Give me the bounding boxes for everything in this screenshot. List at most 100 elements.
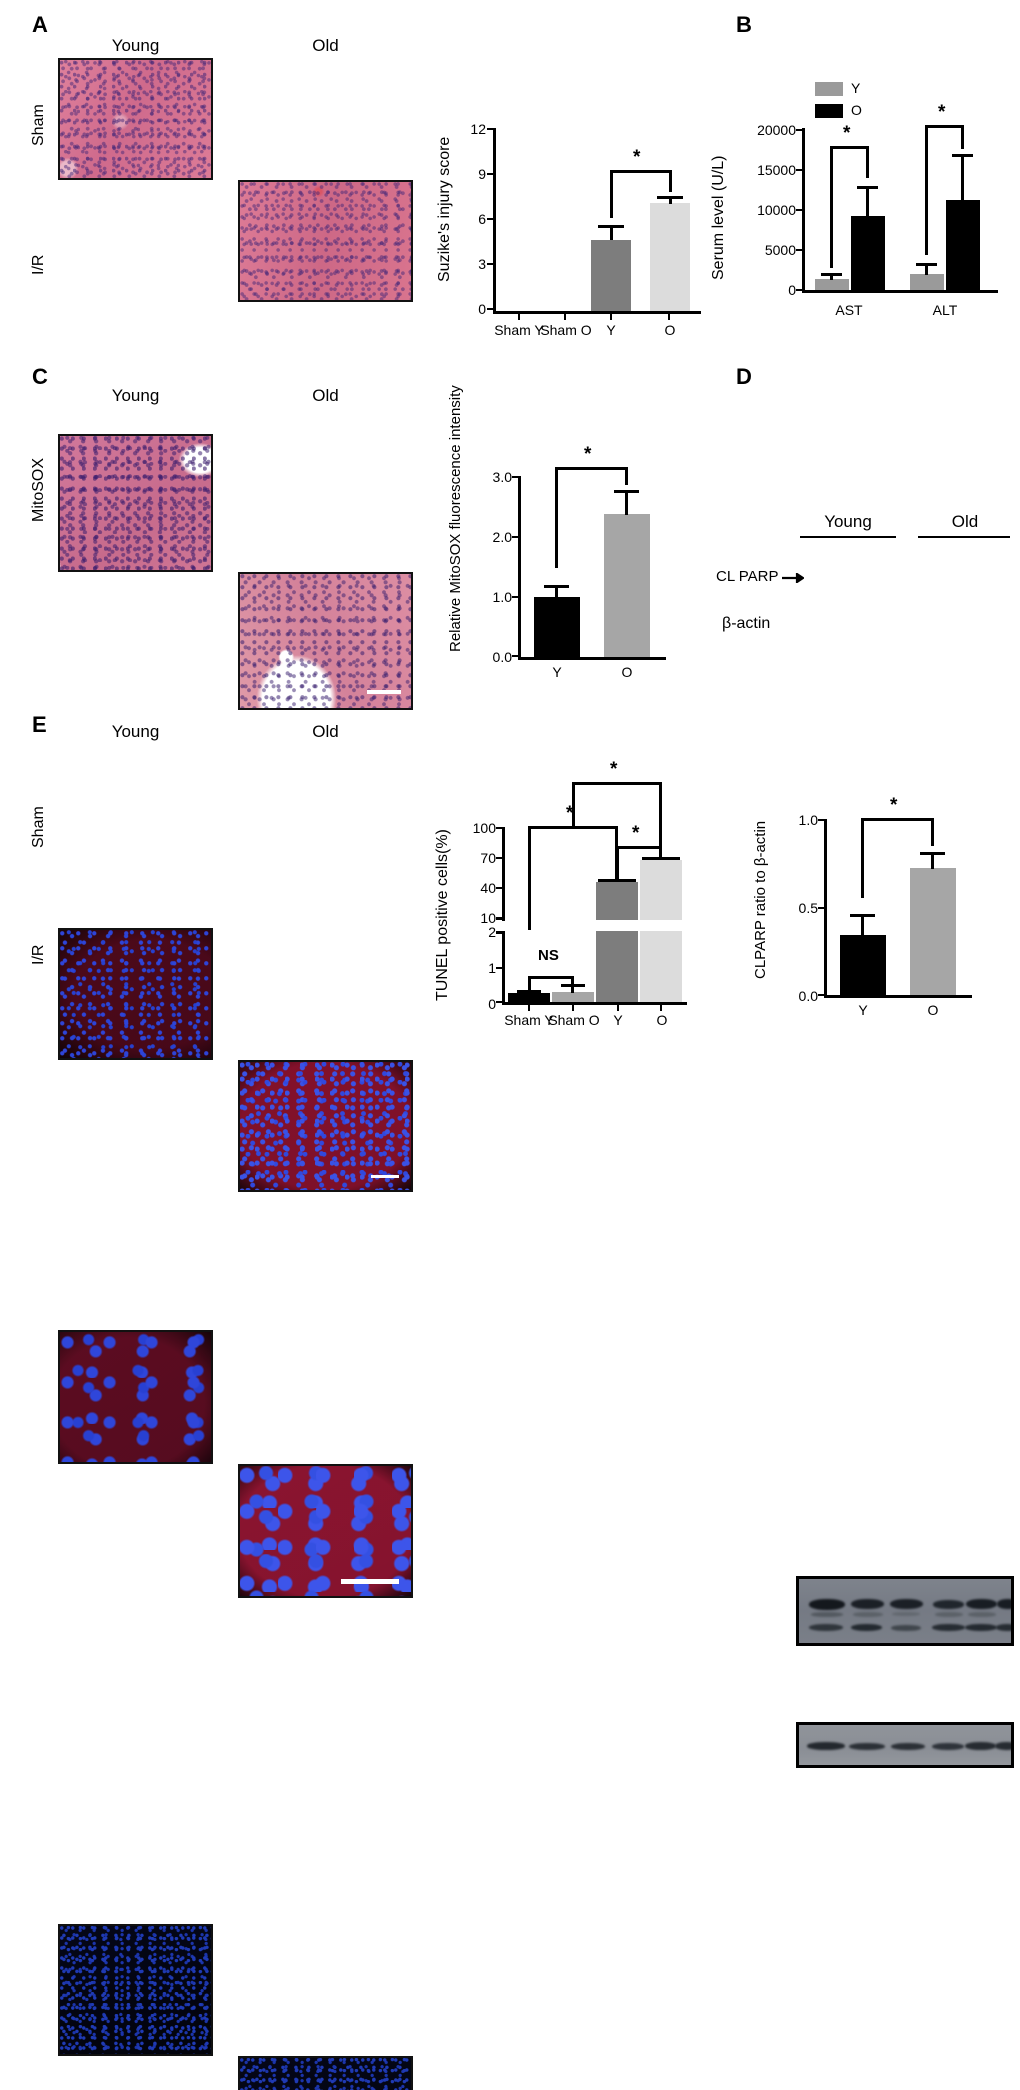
tick-mark: [818, 994, 824, 996]
panel-a-errorbar-o: [669, 196, 672, 204]
panel-e-image-sham-young: [58, 1924, 213, 2056]
panel-c-image-mitosox-young-low: [58, 928, 213, 1060]
tick-mark: [496, 917, 502, 920]
panel-e-y-axis-upper: [502, 827, 505, 921]
panel-e-xtick-o: O: [656, 1012, 668, 1028]
panel-e-y-axis-lower: [502, 931, 505, 1004]
panel-b-bar-ast-y: [815, 279, 849, 290]
panel-letter-d: D: [736, 364, 752, 389]
panel-letter-a: A: [32, 12, 48, 37]
tick-mark: [487, 308, 493, 310]
panel-e-ytick-100: 100: [472, 820, 496, 836]
panel-e-bar-sham-o: [552, 992, 594, 1002]
panel-a-y-axis-line: [493, 128, 496, 314]
panel-d-ytick-0: 0.0: [798, 988, 818, 1004]
panel-d-xtick-o: O: [927, 1002, 939, 1018]
panel-b-legend-swatch-y: [815, 82, 843, 96]
panel-d-group-header-old: Old: [951, 512, 979, 531]
panel-b-xtick-ast: AST: [835, 302, 863, 318]
tick-mark: [518, 314, 520, 320]
panel-e-bar-o-upper: [640, 860, 682, 920]
panel-e-ytick-1: 1: [488, 960, 496, 976]
tick-mark: [572, 1005, 574, 1011]
panel-d-xtick-y: Y: [858, 1002, 868, 1018]
panel-e-bar-y-lower: [596, 931, 638, 1002]
tick-mark: [610, 314, 612, 320]
panel-c-ytick-1: 1.0: [492, 589, 512, 605]
bracket-arm: [616, 846, 619, 880]
panel-d-bar-o: [910, 868, 956, 995]
bracket-arm: [625, 467, 628, 485]
panel-e-bar-sham-y: [508, 993, 550, 1002]
panel-e-errorbar-o: [642, 857, 680, 860]
panel-c-errorbar-y: [555, 585, 558, 598]
tick-mark: [796, 289, 802, 291]
panel-e-errorbar-sham-o: [571, 984, 574, 993]
panel-e-chart: TUNEL positive cells(%) 100 70 40 10 2 1…: [432, 752, 732, 1032]
panel-e-ytick-70: 70: [480, 850, 496, 866]
tick-mark: [617, 1005, 619, 1011]
panel-e-xtick-sham-y: Sham Y: [504, 1012, 554, 1028]
panel-e-ns-label: NS: [538, 947, 559, 964]
bracket-arm: [931, 818, 934, 846]
panel-d-header-rule-old: [918, 536, 1010, 538]
panel-e-significance-star-3: *: [632, 823, 640, 844]
panel-a-sig-bracket: [610, 170, 672, 173]
panel-b-xtick-alt: ALT: [932, 302, 958, 318]
tick-mark: [564, 314, 566, 320]
tick-mark: [512, 476, 518, 478]
panel-a-bar-o: [650, 203, 690, 311]
tick-mark: [487, 218, 493, 220]
panel-d-chart: CLPARP ratio to β-actin 1.0 0.5 0.0 * Y …: [752, 790, 1002, 1030]
panel-c-x-axis-line: [518, 657, 666, 660]
panel-a-errorbar-y: [610, 225, 613, 240]
panel-e-row-label-ir: I/R: [30, 944, 47, 966]
panel-d-ytick-0-5: 0.5: [798, 900, 818, 916]
panel-c-chart: Relative MitoSOX fluorescence intensity …: [446, 385, 696, 680]
panel-a-ytick-6: 6: [478, 211, 486, 227]
panel-b-ytick-15000: 15000: [757, 162, 796, 178]
panel-c-y-axis-title: Relative MitoSOX fluorescence intensity: [447, 385, 464, 652]
panel-e-significance-star-2: *: [610, 759, 618, 780]
panel-a-significance-star: *: [633, 147, 641, 168]
panel-letter-b: B: [736, 12, 752, 37]
panel-b-chart: Y O Serum level (U/L) 20000 15000 10000 …: [710, 60, 1014, 340]
panel-a-x-axis-line: [493, 311, 701, 314]
tick-mark: [496, 857, 502, 859]
bracket-arm: [528, 826, 531, 930]
bracket-arm: [866, 146, 869, 178]
panel-a-image-ir-old: [238, 572, 413, 710]
panel-e-significance-star-1: *: [566, 803, 574, 824]
tick-mark: [487, 128, 493, 130]
tick-mark: [487, 173, 493, 175]
panel-c-sig-bracket: [555, 467, 628, 470]
tick-mark: [796, 249, 802, 251]
panel-d-bar-y: [840, 935, 886, 995]
errorbar-cap: [920, 852, 945, 855]
panel-d-y-axis-title: CLPARP ratio to β-actin: [752, 820, 769, 980]
panel-d-errorbar-o: [931, 852, 934, 869]
panel-c-ytick-2: 2.0: [492, 529, 512, 545]
bracket-arm: [571, 976, 574, 988]
panel-a-ytick-9: 9: [478, 166, 486, 182]
panel-b-bar-ast-o: [851, 216, 885, 290]
panel-b-significance-star-ast: *: [843, 123, 851, 144]
panel-e-ytick-10: 10: [480, 910, 496, 926]
bracket-arm: [528, 976, 531, 994]
panel-e-sig-bracket-shamy-y: [528, 826, 618, 829]
panel-a-ytick-3: 3: [478, 256, 486, 272]
panel-e-y-axis-title: TUNEL positive cells(%): [434, 829, 451, 1001]
errorbar-cap: [614, 490, 639, 493]
bracket-arm: [861, 818, 864, 898]
tick-mark: [796, 209, 802, 211]
tick-mark: [818, 819, 824, 821]
panel-d-header-rule-young: [800, 536, 896, 538]
panel-c-ytick-0: 0.0: [492, 649, 512, 665]
panel-d-blot-label-clparp: CL PARP: [716, 568, 779, 585]
errorbar-cap: [544, 585, 569, 588]
panel-e-ytick-2: 2: [488, 924, 496, 940]
bracket-arm: [659, 846, 662, 858]
panel-b-legend-label-y: Y: [851, 80, 861, 96]
panel-d-blot-label-bactin: β-actin: [722, 615, 771, 632]
panel-c-bar-o: [604, 514, 650, 657]
